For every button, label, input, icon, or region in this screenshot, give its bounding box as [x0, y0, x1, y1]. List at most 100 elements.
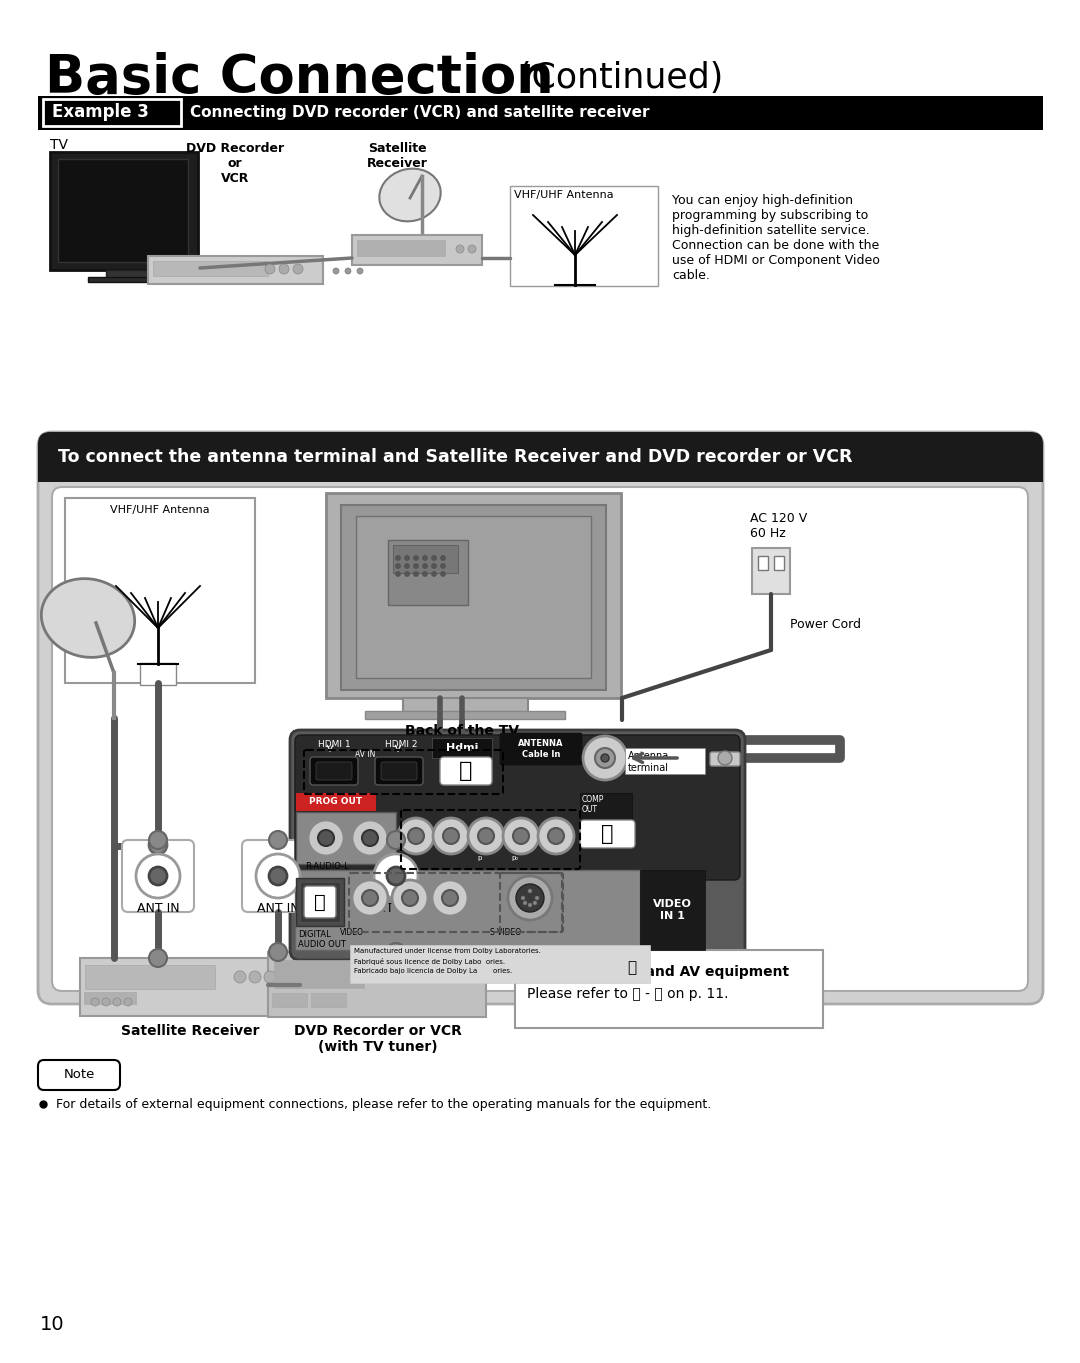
Circle shape [357, 269, 363, 274]
Circle shape [468, 245, 476, 254]
Text: Satellite Receiver: Satellite Receiver [121, 1024, 259, 1039]
Circle shape [113, 998, 121, 1006]
Text: PROG OUT: PROG OUT [310, 797, 363, 807]
Bar [140, 662, 176, 686]
Bar [65, 497, 255, 683]
Circle shape [234, 970, 246, 983]
Circle shape [503, 818, 539, 855]
Bar [50, 153, 198, 270]
Bar [370, 960, 410, 975]
Text: You can enjoy high-definition
programming by subscribing to
high-definition sate: You can enjoy high-definition programmin… [672, 194, 880, 282]
Circle shape [279, 970, 291, 983]
Bar [85, 965, 215, 990]
Bar [274, 960, 364, 988]
Bar [752, 548, 789, 594]
Text: (Continued): (Continued) [507, 61, 724, 95]
Circle shape [402, 890, 418, 906]
Circle shape [516, 885, 544, 912]
Text: DIGITAL
AUDIO OUT: DIGITAL AUDIO OUT [298, 930, 346, 950]
Circle shape [528, 889, 532, 893]
Circle shape [149, 831, 167, 849]
Circle shape [422, 571, 428, 577]
Circle shape [422, 563, 428, 568]
Bar [352, 234, 482, 264]
Circle shape [395, 563, 401, 568]
FancyBboxPatch shape [316, 762, 352, 780]
Bar [84, 992, 136, 1005]
Circle shape [387, 867, 405, 885]
FancyBboxPatch shape [38, 432, 1043, 1005]
Circle shape [399, 818, 434, 855]
Circle shape [453, 969, 464, 981]
Circle shape [442, 890, 458, 906]
Circle shape [149, 867, 167, 885]
Circle shape [405, 556, 409, 560]
Text: Satellite
Receiver: Satellite Receiver [366, 142, 428, 170]
Text: Manufactured under license from Dolby Laboratories.: Manufactured under license from Dolby La… [354, 949, 541, 954]
FancyBboxPatch shape [122, 840, 194, 912]
Bar [87, 277, 168, 282]
Circle shape [269, 831, 287, 849]
Bar [153, 260, 268, 275]
Circle shape [405, 571, 409, 577]
Bar [80, 958, 300, 1015]
Text: ⓓ: ⓓ [314, 893, 326, 912]
Circle shape [374, 855, 418, 898]
Text: VIDEO: VIDEO [340, 928, 364, 936]
Circle shape [478, 827, 494, 844]
Text: ANT OUT: ANT OUT [368, 902, 424, 915]
Bar [148, 256, 323, 284]
Bar [326, 493, 621, 698]
Circle shape [538, 818, 573, 855]
Text: Connecting DVD recorder (VCR) and satellite receiver: Connecting DVD recorder (VCR) and satell… [190, 105, 649, 120]
Bar [296, 812, 396, 864]
FancyBboxPatch shape [440, 756, 492, 785]
Text: TV: TV [50, 138, 68, 153]
Text: ANT IN: ANT IN [137, 902, 179, 915]
Bar [296, 878, 345, 925]
Text: Please refer to Ⓐ - ⓓ on p. 11.: Please refer to Ⓐ - ⓓ on p. 11. [527, 987, 729, 1000]
Circle shape [432, 556, 436, 560]
Text: Fabriqué sous licence de Dolby Labo  ories.: Fabriqué sous licence de Dolby Labo orie… [354, 958, 505, 965]
Circle shape [595, 748, 615, 767]
Text: Example 3: Example 3 [52, 104, 149, 121]
Bar [272, 994, 307, 1007]
Circle shape [279, 264, 289, 274]
Circle shape [600, 754, 609, 762]
Text: VHF/UHF Antenna: VHF/UHF Antenna [514, 189, 613, 200]
FancyBboxPatch shape [38, 1060, 120, 1090]
Bar [393, 545, 458, 572]
Circle shape [422, 556, 428, 560]
Circle shape [468, 818, 504, 855]
Circle shape [583, 736, 627, 780]
Ellipse shape [379, 169, 441, 221]
Circle shape [508, 876, 552, 920]
Bar [311, 994, 346, 1007]
Bar [268, 951, 486, 1017]
Text: ANTENNA
Cable In: ANTENNA Cable In [518, 739, 564, 759]
Circle shape [438, 969, 450, 981]
Circle shape [124, 998, 132, 1006]
Circle shape [308, 821, 345, 856]
Bar [365, 711, 565, 720]
Text: HDMI 1: HDMI 1 [318, 740, 351, 750]
Text: p: p [477, 855, 482, 861]
Circle shape [528, 904, 532, 906]
Text: Fabricado bajo licencia de Dolby La       ories.: Fabricado bajo licencia de Dolby La orie… [354, 968, 512, 975]
Text: Ⓒ: Ⓒ [627, 961, 636, 976]
Bar [774, 556, 784, 570]
Circle shape [521, 895, 525, 900]
Bar [295, 870, 640, 950]
Circle shape [249, 970, 261, 983]
FancyBboxPatch shape [580, 821, 635, 848]
Circle shape [269, 867, 287, 885]
Circle shape [408, 827, 424, 844]
FancyBboxPatch shape [38, 432, 1043, 483]
Text: HDMI 2: HDMI 2 [384, 740, 418, 750]
Bar [515, 950, 823, 1028]
Circle shape [256, 855, 300, 898]
Text: VHF/UHF Antenna: VHF/UHF Antenna [110, 506, 210, 515]
Bar [43, 99, 181, 125]
Circle shape [345, 269, 351, 274]
Text: Note: Note [64, 1069, 95, 1081]
